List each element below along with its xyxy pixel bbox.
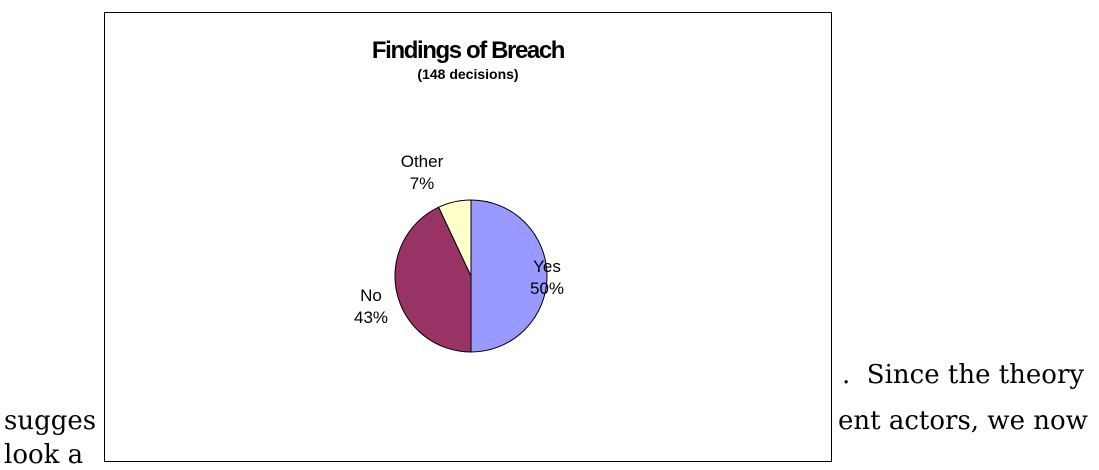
slice-label-other: Other	[401, 152, 444, 171]
body-text-line-2-head: sugges	[4, 406, 97, 436]
slice-value-other: 7%	[410, 174, 435, 193]
chart-frame: Findings of Breach (148 decisions) Yes 50…	[104, 12, 832, 462]
body-text-line-2-tail: ent actors, we now	[838, 406, 1088, 436]
chart-subtitle: (148 decisions)	[417, 66, 519, 82]
chart-title: Findings of Breach	[371, 37, 566, 64]
slice-value-yes: 50%	[530, 279, 564, 298]
pie-chart: Yes 50% No 43% Other 7%	[354, 152, 564, 353]
slice-value-no: 43%	[354, 308, 388, 327]
pie-slice-yes	[470, 199, 548, 353]
slice-label-no: No	[360, 286, 382, 305]
slice-label-yes: Yes	[533, 257, 561, 276]
body-text-line-3-head: look a	[4, 440, 84, 470]
pie-slice-other	[437, 199, 472, 277]
body-text-line-1-tail: . Since the theory	[842, 360, 1085, 390]
pie-slice-no	[394, 206, 472, 353]
